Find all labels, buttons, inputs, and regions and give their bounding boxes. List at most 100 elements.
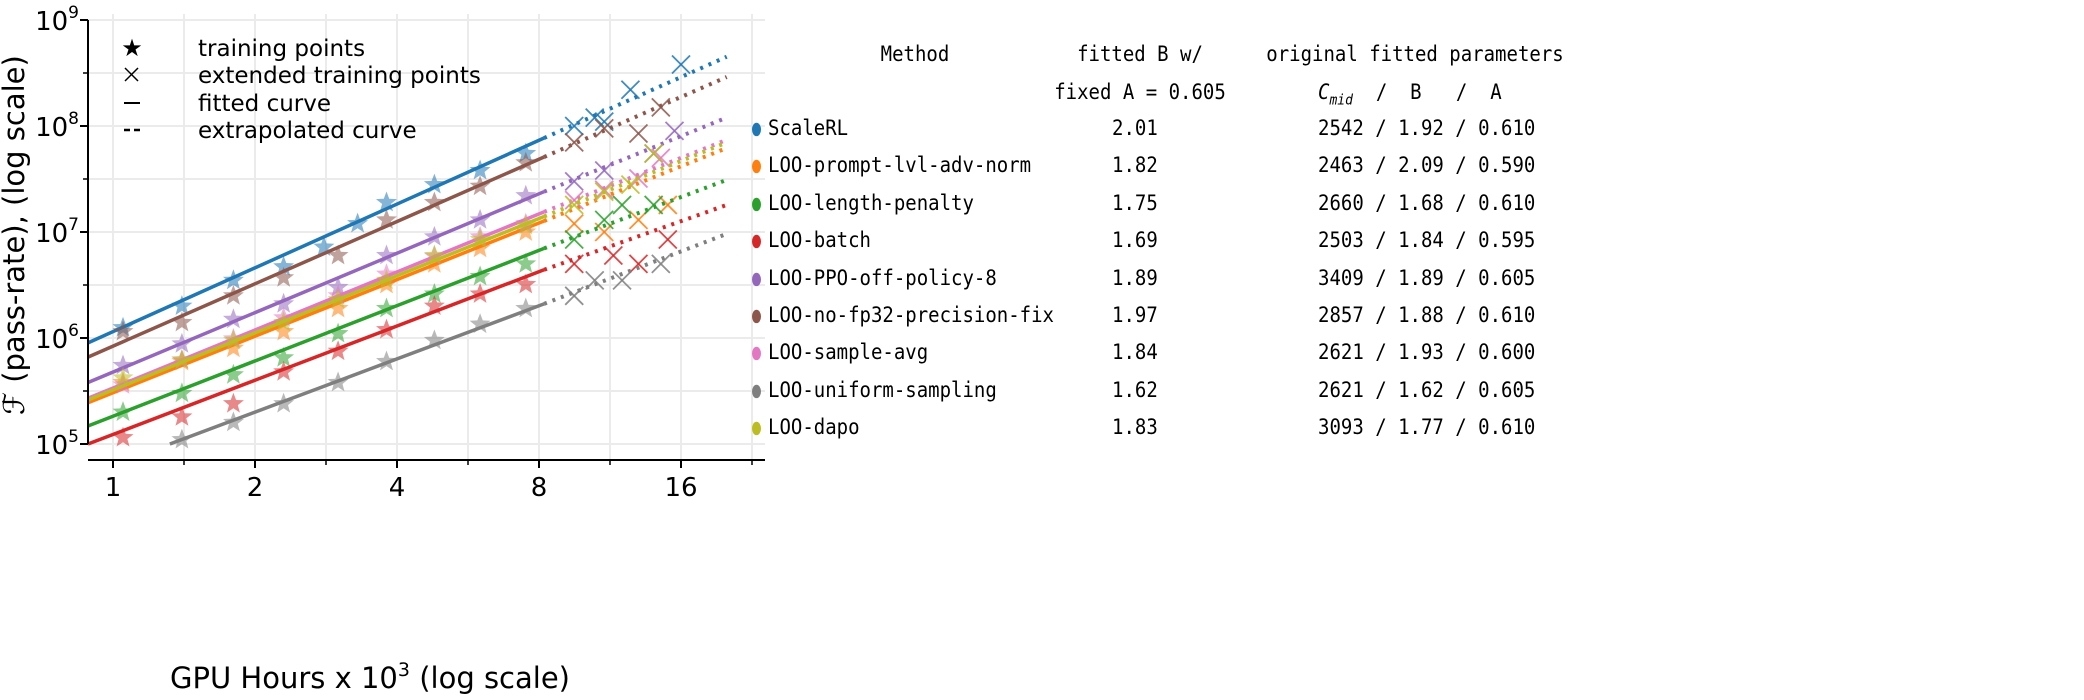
- extended-point-x: [594, 210, 614, 230]
- extended-point-x: [651, 254, 671, 274]
- fitted-curve: [87, 268, 545, 446]
- x-stroke: [603, 245, 623, 266]
- x-stroke: [628, 210, 649, 230]
- extrapolated-curve: [543, 146, 728, 223]
- x-stroke: [594, 210, 614, 230]
- y-tick-base: 10: [35, 113, 68, 143]
- table-row: LOO-uniform-sampling: [752, 378, 997, 402]
- fitted-b-cell: 1.75: [1112, 190, 1158, 216]
- original-params-cell: 2660 / 1.68 / 0.610: [1318, 190, 1536, 216]
- header-original-line2: Cmid / B / A: [1318, 80, 1502, 109]
- training-point-star: [112, 354, 134, 375]
- header-b-a: / B / A: [1352, 80, 1502, 105]
- series-color-dot-icon: [752, 234, 761, 248]
- training-point-star: [423, 191, 445, 212]
- series-color-dot-icon: [752, 122, 761, 136]
- header-original-line1: original fitted parameters: [1266, 42, 1564, 67]
- y-tick-base: 10: [35, 325, 68, 355]
- y-tick-label: 108: [35, 109, 79, 143]
- training-point-star: [469, 313, 491, 334]
- header-method: Method: [880, 42, 950, 67]
- fitted-curve: [87, 190, 545, 385]
- header-fitted-b-line1: fitted B w/: [1077, 42, 1203, 67]
- table-row: LOO-batch: [752, 228, 871, 253]
- x-stroke: [664, 121, 685, 141]
- x-stroke: [594, 118, 614, 138]
- extended-point-x: [564, 286, 584, 306]
- table-row: ScaleRL: [752, 116, 848, 141]
- series-loo-batch: [87, 203, 728, 447]
- training-point-star: [515, 273, 537, 294]
- training-point-star: [171, 311, 193, 332]
- y-tick-base: 10: [35, 431, 68, 461]
- training-point-star: [223, 392, 244, 413]
- series-color-dot-icon: [752, 383, 761, 398]
- x-stroke: [594, 111, 614, 132]
- fitted-b-cell: 1.82: [1112, 153, 1158, 179]
- x-stroke: [594, 160, 614, 181]
- fitted-curve: [87, 246, 545, 428]
- training-point-star: [273, 346, 295, 367]
- legend-label-extended: extended training points: [198, 63, 481, 89]
- series-color-dot-icon: [752, 159, 761, 173]
- legend: ★ training points extended training poin…: [121, 34, 481, 144]
- extrapolated-curve: [543, 75, 728, 159]
- training-point-star: [423, 295, 445, 315]
- method-name: LOO-PPO-off-policy-8: [768, 265, 997, 291]
- extended-point-x: [564, 213, 584, 234]
- y-tick-label: 109: [35, 3, 79, 37]
- x-tick-label: 16: [664, 473, 697, 503]
- table-row: LOO-no-fp32-precision-fix: [752, 303, 1054, 328]
- training-point-star: [423, 329, 445, 350]
- extrapolated-curve: [543, 140, 728, 219]
- extended-point-x: [671, 54, 691, 75]
- x-stroke: [564, 171, 584, 192]
- x-tick-label: 2: [247, 473, 264, 503]
- method-name: LOO-length-penalty: [768, 190, 974, 216]
- extended-point-x: [603, 245, 623, 266]
- original-params-cell: 2621 / 1.93 / 0.600: [1318, 340, 1536, 366]
- x-stroke: [658, 195, 678, 215]
- extended-point-x: [628, 123, 649, 144]
- training-point-star: [376, 244, 397, 265]
- original-params-cell: 3409 / 1.89 / 0.605: [1318, 265, 1536, 291]
- training-point-star: [327, 297, 349, 318]
- training-point-star: [469, 228, 491, 249]
- training-point-star: [112, 366, 134, 387]
- series-loo-dapo: [87, 140, 728, 402]
- training-point-star: [515, 221, 537, 241]
- table-row: LOO-length-penalty: [752, 190, 974, 216]
- training-point-star: [376, 350, 397, 371]
- extrapolated-curve: [543, 54, 728, 140]
- fitted-b-cell: 1.89: [1112, 265, 1158, 291]
- table-row: LOO-prompt-lvl-adv-norm: [752, 153, 1031, 178]
- training-point-star: [376, 208, 397, 229]
- legend-label-fitted: fitted curve: [198, 91, 331, 117]
- extended-point-x: [564, 116, 584, 136]
- fitted-b-cell: 1.84: [1112, 340, 1158, 366]
- method-name: ScaleRL: [768, 116, 849, 141]
- legend-x-icon: [124, 67, 139, 82]
- series-color-dot-icon: [752, 271, 761, 286]
- training-point-star: [171, 405, 193, 426]
- method-name: LOO-no-fp32-precision-fix: [768, 303, 1054, 328]
- x-stroke: [628, 123, 649, 144]
- series-scalerl: [87, 54, 728, 345]
- x-tick-label: 4: [389, 473, 406, 503]
- x-stroke: [651, 254, 671, 274]
- extended-point-x: [612, 270, 632, 290]
- table-row: LOO-PPO-off-policy-8: [752, 265, 997, 291]
- series-loo-length-penalty: [87, 178, 728, 428]
- training-point-star: [376, 191, 397, 212]
- extended-point-x: [658, 229, 678, 250]
- training-point-star: [112, 320, 134, 341]
- y-tick-label: 107: [35, 215, 79, 249]
- fitted-curve: [87, 214, 545, 402]
- fitted-curve: [87, 219, 545, 405]
- series-color-dot-icon: [752, 309, 761, 323]
- training-point-star: [171, 349, 193, 369]
- extrapolated-curve: [543, 232, 728, 306]
- extended-point-x: [564, 132, 584, 153]
- extended-point-x: [594, 118, 614, 138]
